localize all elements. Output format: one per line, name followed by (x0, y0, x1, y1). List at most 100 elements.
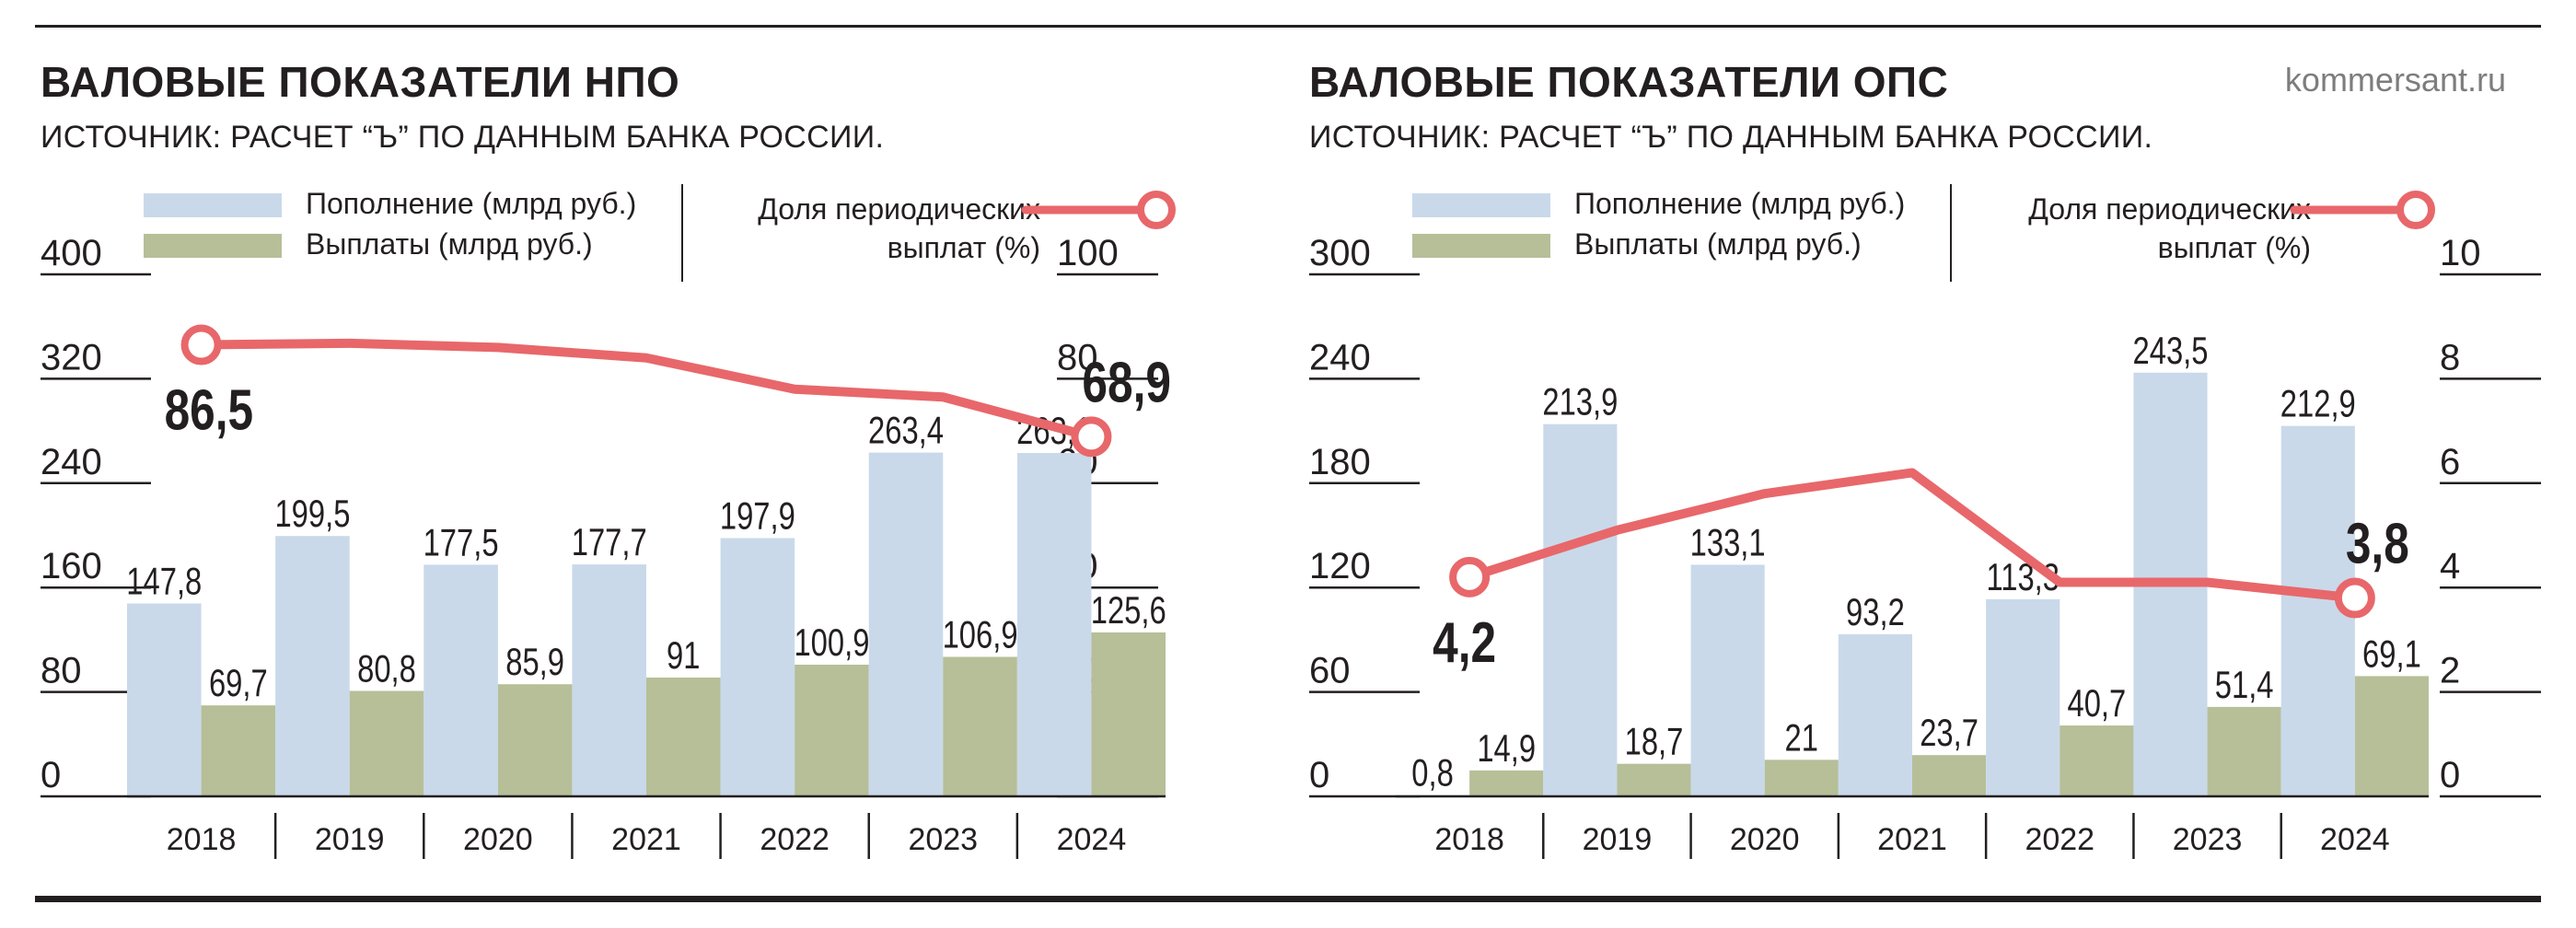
panel-npo: ВАЛОВЫЕ ПОКАЗАТЕЛИ НПО ИСТОЧНИК: РАСЧЕТ … (41, 0, 1182, 928)
data-label-payout: 23,7 (1920, 711, 1978, 754)
legend-share-marker (2290, 191, 2435, 229)
y2-tick-label: 2 (2440, 651, 2460, 691)
y-tick-label: 0 (41, 755, 61, 795)
x-tick-label: 2020 (463, 822, 533, 857)
legend-share-marker (1021, 191, 1176, 229)
x-tick-label: 2022 (760, 822, 830, 857)
y-tick-label: 320 (41, 337, 102, 377)
bar-replenish (1016, 453, 1092, 796)
panel-ops: ВАЛОВЫЕ ПОКАЗАТЕЛИ ОПС ИСТОЧНИК: РАСЧЕТ … (1309, 0, 2541, 928)
x-tick-label: 2024 (2320, 822, 2390, 857)
data-label-payout: 40,7 (2067, 681, 2126, 725)
bottom-rule (35, 896, 2541, 902)
bar-payout (2354, 676, 2429, 796)
data-label-payout: 91 (667, 633, 700, 677)
bar-replenish (1838, 633, 1912, 796)
y-tick-label: 0 (1309, 755, 1329, 795)
x-tick-label: 2021 (1877, 822, 1947, 857)
y2-tick-label: 100 (1057, 233, 1119, 273)
y2-tick-label: 0 (2440, 755, 2460, 795)
data-label-replenish: 133,1 (1690, 521, 1766, 564)
legend-payout-swatch (1412, 234, 1550, 258)
legend-share-circle (2396, 191, 2435, 229)
data-label-replenish: 0,8 (1411, 751, 1454, 795)
data-label-payout: 18,7 (1625, 720, 1684, 763)
data-label-replenish: 197,9 (720, 494, 795, 538)
x-tick-label: 2018 (1434, 822, 1504, 857)
data-label-replenish: 212,9 (2280, 382, 2356, 425)
data-label-payout: 51,4 (2215, 663, 2274, 706)
legend-replenish-swatch (144, 193, 282, 217)
data-label-payout: 125,6 (1091, 588, 1166, 632)
top-rule (35, 25, 2541, 28)
bar-replenish (424, 564, 498, 796)
legend-replenish-label: Пополнение (млрд руб.) (306, 187, 637, 220)
bar-payout (1764, 760, 1839, 796)
data-label-replenish: 147,8 (126, 560, 202, 603)
y2-tick-label: 80 (1057, 337, 1098, 377)
data-label-replenish: 243,5 (2133, 329, 2209, 372)
y-tick-label: 160 (41, 546, 102, 586)
bar-replenish (572, 564, 646, 796)
bar-replenish (868, 452, 944, 796)
bar-replenish (720, 538, 795, 796)
bar-payout (201, 705, 276, 796)
bar-payout (1912, 755, 1987, 796)
data-label-replenish: 177,7 (572, 520, 647, 563)
data-label-replenish: 93,2 (1846, 590, 1905, 633)
bar-replenish (1986, 598, 2060, 796)
y-tick-label: 240 (1309, 337, 1371, 377)
bar-payout (1617, 763, 1691, 796)
y-tick-label: 400 (41, 233, 102, 273)
chart-source: ИСТОЧНИК: РАСЧЕТ “Ъ” ПО ДАННЫМ БАНКА РОС… (41, 120, 885, 155)
share-line (1465, 468, 2360, 603)
y-tick-label: 120 (1309, 546, 1371, 586)
bar-payout (795, 664, 869, 796)
bar-payout (646, 678, 721, 796)
data-label-replenish: 177,5 (424, 520, 499, 563)
bar-payout (497, 684, 573, 796)
bar-replenish (1690, 564, 1765, 796)
data-label-payout: 85,9 (505, 640, 564, 683)
legend-share-label: Доля периодических выплат (%) (2028, 192, 2311, 264)
chart-title: ВАЛОВЫЕ ПОКАЗАТЕЛИ НПО (41, 58, 680, 106)
share-endpoint-label: 3,8 (2346, 511, 2409, 575)
data-label-payout: 106,9 (943, 613, 1018, 656)
share-endpoint-label: 4,2 (1433, 610, 1496, 675)
y-tick-label: 80 (41, 651, 82, 691)
share-endpoint-label: 86,5 (165, 377, 254, 442)
share-endpoint-marker (1449, 556, 1491, 597)
x-tick-label: 2019 (315, 822, 385, 857)
y2-tick-label: 6 (2440, 442, 2460, 482)
legend-share-circle (1137, 191, 1176, 229)
data-label-payout: 80,8 (357, 647, 416, 690)
bar-payout (1091, 632, 1166, 796)
chart-npo: 080160240320400020406080100147,869,72018… (41, 233, 1171, 859)
y2-tick-label: 4 (2440, 546, 2460, 586)
x-tick-label: 2023 (2173, 822, 2243, 857)
bar-payout (2060, 725, 2134, 796)
chart-ops: 0 60 120 180 240 300 0 2 4 6 8 10 0,8 14,9 2018 213,9 18… (1309, 233, 2541, 859)
chart-title: ВАЛОВЫЕ ПОКАЗАТЕЛИ ОПС (1309, 58, 1949, 106)
x-tick-label: 2024 (1057, 822, 1127, 857)
share-endpoint-marker (1071, 416, 1112, 458)
x-tick-label: 2020 (1730, 822, 1800, 857)
x-tick-label: 2018 (167, 822, 237, 857)
x-tick-label: 2022 (2025, 822, 2094, 857)
legend-payout-swatch (144, 234, 282, 258)
share-endpoint-marker (2334, 577, 2375, 619)
data-label-replenish: 263,4 (868, 409, 944, 452)
legend-replenish-swatch (1412, 193, 1550, 217)
y-tick-label: 240 (41, 442, 102, 482)
bar-payout (943, 656, 1017, 796)
bar-replenish (275, 536, 350, 796)
x-tick-label: 2021 (611, 822, 681, 857)
data-label-payout: 69,7 (209, 661, 268, 704)
legend-divider (681, 184, 683, 282)
bar-payout (1469, 770, 1544, 796)
x-tick-label: 2019 (1583, 822, 1653, 857)
y2-tick-label: 8 (2440, 337, 2460, 377)
data-label-payout: 69,1 (2362, 632, 2421, 675)
y-tick-label: 300 (1309, 233, 1371, 273)
bar-payout (349, 690, 424, 796)
